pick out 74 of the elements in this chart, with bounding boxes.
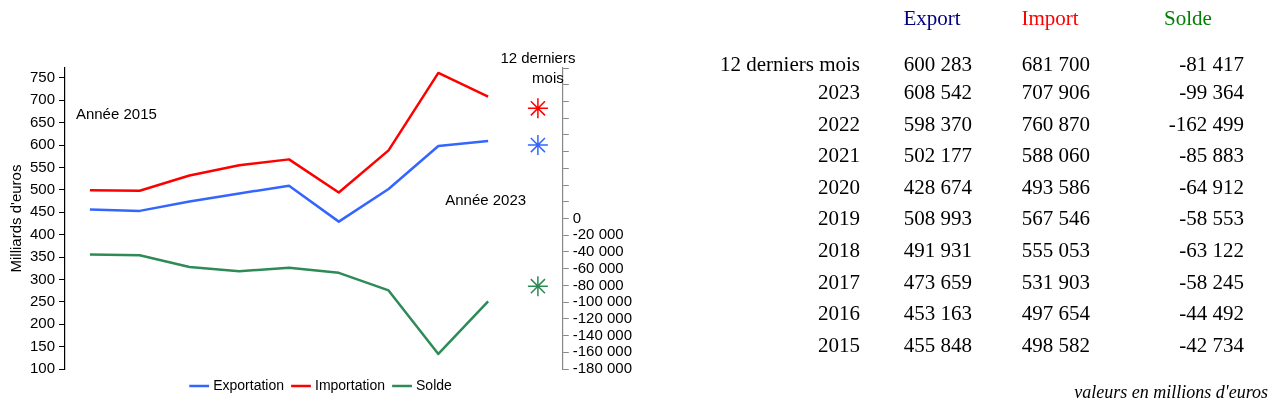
data-label: 455 848 xyxy=(903,332,972,358)
y-tick-label: 100 xyxy=(30,359,56,377)
data-label: 453 163 xyxy=(903,301,972,327)
data-label: 555 053 xyxy=(1021,238,1090,263)
y-tick-label: 2018 xyxy=(818,238,860,263)
data-label: 473 659 xyxy=(903,269,972,295)
y-tick-label: 12 derniers mois xyxy=(720,52,860,77)
y-tick-label: 450 xyxy=(30,202,56,220)
data-label: -81 417 xyxy=(1179,52,1244,77)
y-tick-label: 250 xyxy=(30,291,56,309)
data-label: -58 553 xyxy=(1179,206,1244,232)
y2-tick-label: -100 000 xyxy=(572,292,632,310)
x-tick-label: Solde xyxy=(1164,6,1212,31)
y-tick-label: 2022 xyxy=(818,111,860,137)
y2-tick-label: -160 000 xyxy=(572,342,632,360)
data-label: -63 122 xyxy=(1179,238,1244,263)
y-tick-label: 2015 xyxy=(818,332,860,358)
y-tick-label: 600 xyxy=(30,135,56,153)
y2-tick-label: -60 000 xyxy=(572,258,624,276)
data-label: 508 993 xyxy=(903,206,972,232)
data-label: 600 283 xyxy=(903,52,972,77)
data-label: 588 060 xyxy=(1021,143,1090,169)
y-tick-label: 400 xyxy=(30,224,56,242)
data-label: 760 870 xyxy=(1021,111,1090,137)
y-tick-label: 650 xyxy=(30,112,56,130)
data-label: -99 364 xyxy=(1179,80,1244,105)
data-label: 681 700 xyxy=(1021,52,1090,77)
annotation: Année 2015 xyxy=(75,105,157,123)
y2-tick-label: -40 000 xyxy=(572,242,624,260)
y2-tick-label: -20 000 xyxy=(572,225,624,243)
y-tick-label: 2020 xyxy=(818,174,860,200)
data-label: 491 931 xyxy=(903,238,972,263)
y-tick-label: 2016 xyxy=(818,301,860,327)
data-label: 498 582 xyxy=(1021,332,1090,358)
y-tick-label: 2019 xyxy=(818,206,860,232)
data-label: 493 586 xyxy=(1021,174,1090,200)
y2-tick-label: -180 000 xyxy=(572,359,632,377)
data-label: 707 906 xyxy=(1021,80,1090,105)
y-tick-label: 750 xyxy=(30,67,56,85)
y-tick-label: 300 xyxy=(30,269,56,287)
data-label: 502 177 xyxy=(903,143,972,169)
legend-label: Solde xyxy=(416,376,453,393)
data-label: 567 546 xyxy=(1021,206,1090,232)
data-label: 608 542 xyxy=(903,80,972,105)
data-label: 497 654 xyxy=(1021,301,1090,327)
y-tick-label: 150 xyxy=(30,336,56,354)
text: valeurs en millions d'euros xyxy=(1074,382,1268,403)
x-tick-label: Import xyxy=(1021,6,1079,31)
data-label: 531 903 xyxy=(1021,269,1090,295)
y2-tick-label: -140 000 xyxy=(572,325,632,343)
y2-tick-label: -80 000 xyxy=(572,275,624,293)
y-axis-title: Milliards d'euros xyxy=(7,164,25,273)
data-label: -162 499 xyxy=(1168,111,1244,137)
data-label: -58 245 xyxy=(1179,269,1244,295)
y-tick-label: 2017 xyxy=(818,269,860,295)
data-label: 428 674 xyxy=(903,174,972,200)
data-label: -42 734 xyxy=(1179,332,1244,358)
y-tick-label: 350 xyxy=(30,247,56,265)
y-tick-label: 2023 xyxy=(818,80,860,105)
y-tick-label: 550 xyxy=(30,157,56,175)
data-label: -85 883 xyxy=(1179,143,1244,169)
data-label: -44 492 xyxy=(1179,301,1244,327)
y2-tick-label: 0 xyxy=(572,208,582,226)
legend-label: Importation xyxy=(314,376,386,393)
x-tick-label: Export xyxy=(903,6,961,31)
data-label: 598 370 xyxy=(903,111,972,137)
y2-tick-label: -120 000 xyxy=(572,308,632,326)
legend-label: Exportation xyxy=(213,376,284,393)
data-label: -64 912 xyxy=(1179,174,1244,200)
annotation: Année 2023 xyxy=(445,191,527,209)
y-tick-label: 700 xyxy=(30,90,56,108)
y-tick-label: 2021 xyxy=(818,143,860,169)
y-tick-label: 200 xyxy=(30,314,56,332)
y-tick-label: 500 xyxy=(30,179,56,197)
